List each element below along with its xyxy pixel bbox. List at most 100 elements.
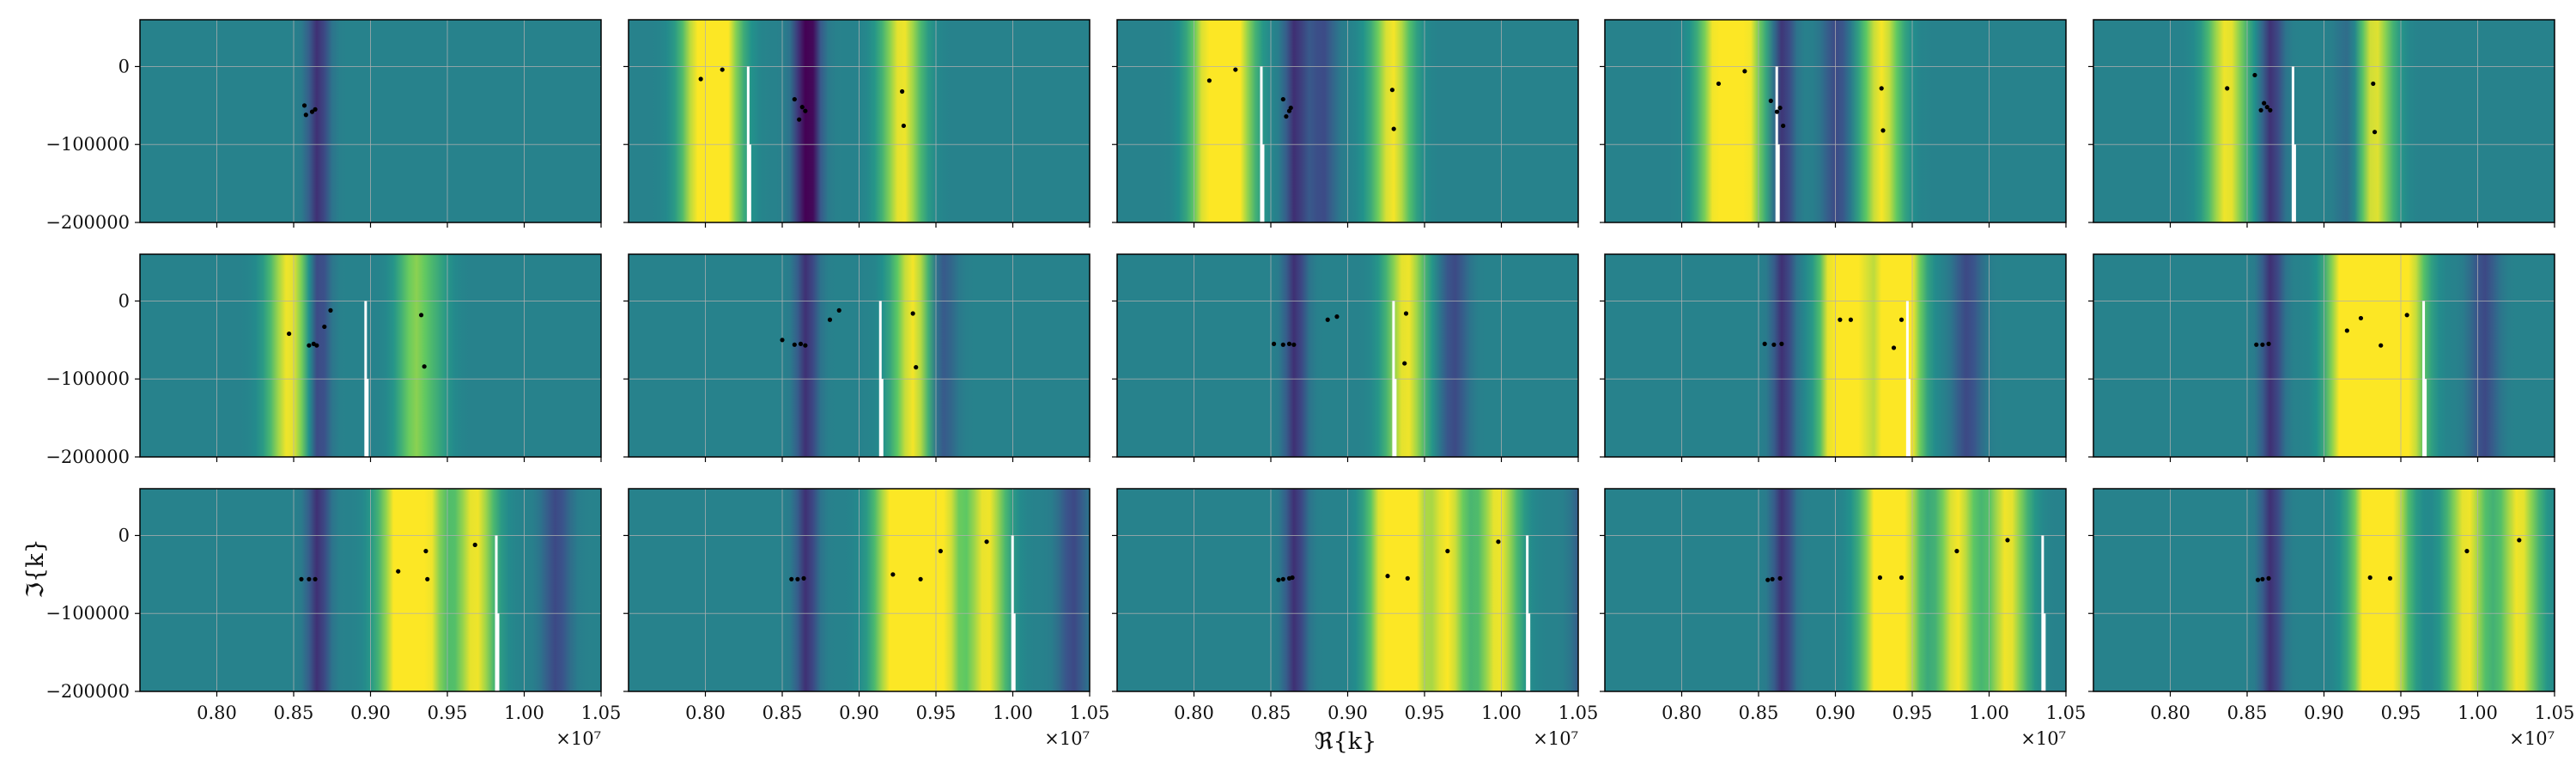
root-marker (2266, 341, 2271, 346)
y-tick-label: −100000 (46, 134, 130, 155)
y-tick-label: −200000 (46, 447, 130, 467)
branch-cut (495, 535, 498, 691)
x-tick-label: 0.80 (197, 703, 237, 723)
x-tick-label: 1.05 (1070, 703, 1110, 723)
subplot-panel-8 (1112, 253, 1579, 462)
root-marker (322, 324, 327, 330)
root-marker (1891, 345, 1897, 350)
subplot-panel-2 (623, 19, 1091, 228)
root-marker (2379, 343, 2384, 348)
x-tick-label: 0.80 (1662, 703, 1702, 723)
root-marker (1777, 575, 1783, 581)
root-marker (1271, 341, 1277, 346)
root-marker (1288, 105, 1293, 111)
root-marker (2404, 313, 2409, 318)
branch-cut (1905, 301, 1909, 457)
branch-cut (366, 379, 369, 457)
x-tick-label: 0.85 (274, 703, 314, 723)
root-marker (1286, 341, 1292, 346)
root-marker (901, 123, 907, 129)
root-marker (720, 67, 725, 72)
root-marker (914, 365, 919, 370)
root-marker (2254, 342, 2259, 347)
y-tick-label: 0 (118, 56, 130, 76)
root-marker (1280, 576, 1285, 581)
root-marker (827, 317, 833, 322)
root-marker (2264, 105, 2269, 110)
subplot-panel-13: 0.80 0.85 0.90 0.95 1.00 1.05 ×10⁷ (1112, 488, 1598, 749)
branch-cut (2043, 613, 2046, 691)
y-axis-label: ℑ{k} (22, 539, 49, 599)
subplot-panel-10 (2088, 253, 2555, 462)
root-marker (328, 307, 333, 313)
branch-cut (364, 301, 368, 457)
root-marker (1742, 69, 1747, 74)
branch-cut (878, 301, 882, 457)
branch-cut (1011, 535, 1014, 691)
root-marker (1334, 314, 1340, 320)
y-tick-label: −100000 (46, 368, 130, 389)
root-marker (2517, 538, 2522, 543)
root-marker (2252, 72, 2257, 78)
root-marker (2464, 549, 2470, 554)
root-marker (422, 364, 427, 369)
root-marker (792, 342, 797, 347)
subplot-panel-7 (623, 253, 1091, 462)
root-marker (1779, 341, 1784, 346)
root-marker (2260, 342, 2265, 347)
branch-cut (746, 66, 750, 222)
root-marker (423, 549, 428, 554)
root-marker (2266, 575, 2271, 581)
y-tick-label: 0 (118, 290, 130, 311)
branch-cut (2041, 535, 2044, 691)
x-tick-label: 1.05 (2046, 703, 2087, 723)
root-marker (1391, 126, 1396, 131)
branch-cut (880, 379, 884, 457)
root-marker (1280, 342, 1285, 347)
x-tick-label: 1.00 (993, 703, 1033, 723)
branch-cut (2422, 301, 2426, 457)
x-tick-label: 0.95 (428, 703, 468, 723)
root-marker (1954, 549, 1959, 554)
branch-cut (1261, 144, 1265, 222)
root-marker (1770, 576, 1775, 581)
x-tick-label: 0.90 (1327, 703, 1368, 723)
branch-cut (1260, 66, 1263, 222)
x-tick-label: 0.90 (1815, 703, 1856, 723)
root-marker (890, 572, 896, 577)
root-marker (1402, 361, 1407, 366)
root-marker (795, 576, 800, 581)
root-marker (984, 539, 989, 545)
root-marker (2387, 575, 2393, 581)
x-tick-label: 0.80 (1174, 703, 1214, 723)
root-marker (287, 331, 292, 337)
branch-cut (1392, 301, 1395, 457)
subplot-panel-12: 0.80 0.85 0.90 0.95 1.00 1.05 ×10⁷ (623, 488, 1110, 749)
root-marker (799, 105, 805, 110)
root-marker (314, 343, 319, 348)
root-marker (309, 109, 315, 114)
x-tick-label: 0.85 (1251, 703, 1291, 723)
root-marker (938, 549, 943, 554)
branch-cut (1526, 535, 1529, 691)
branch-cut (748, 144, 751, 222)
root-marker (1233, 67, 1238, 72)
root-marker (803, 343, 808, 348)
y-tick-label: 0 (118, 525, 130, 545)
root-marker (1768, 98, 1773, 103)
root-marker (1325, 317, 1330, 322)
root-marker (299, 576, 304, 581)
branch-cut (2291, 66, 2294, 222)
root-marker (1877, 575, 1883, 581)
root-marker (801, 575, 806, 581)
root-marker (1838, 317, 1843, 322)
branch-cut (2293, 144, 2296, 222)
root-marker (1280, 96, 1285, 102)
root-marker (1848, 317, 1853, 322)
subplot-panel-6: 0 −100000 −200000 (46, 253, 602, 467)
branch-cut (1528, 613, 1531, 691)
branch-cut (1012, 613, 1016, 691)
root-marker (2225, 86, 2230, 91)
x-tick-label: 0.95 (916, 703, 957, 723)
